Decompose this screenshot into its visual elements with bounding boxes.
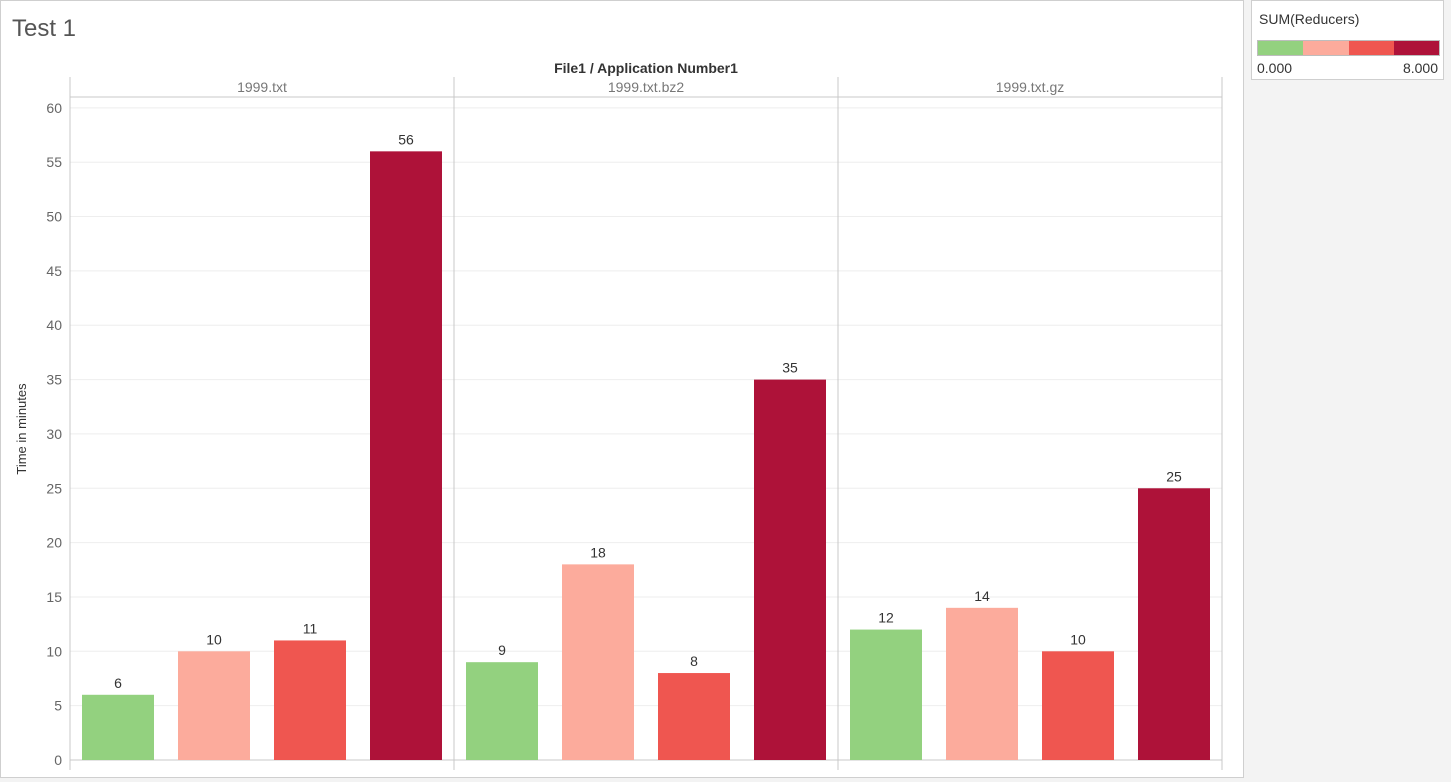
bar[interactable] — [754, 379, 826, 760]
worksheet: Test 1 File1 / Application Number1 Time … — [0, 0, 1244, 778]
gridlines — [70, 107, 1222, 761]
bar[interactable] — [562, 564, 634, 760]
legend-swatch-4 — [1393, 41, 1439, 55]
bar[interactable] — [178, 651, 250, 760]
bar[interactable] — [850, 629, 922, 760]
y-tick-label: 55 — [46, 154, 62, 170]
panel-header-label: 1999.txt.gz — [996, 79, 1065, 95]
bar-value-label: 10 — [206, 631, 222, 647]
sheet-title: Test 1 — [12, 15, 77, 42]
bar-value-label: 11 — [303, 620, 318, 636]
y-tick-label: 0 — [54, 752, 62, 768]
bar-value-label: 10 — [1070, 631, 1086, 647]
bar[interactable] — [1042, 651, 1114, 760]
legend-swatch-2 — [1303, 41, 1349, 55]
bar-value-label: 9 — [498, 642, 506, 658]
y-tick-label: 20 — [46, 535, 62, 551]
bar-value-label: 25 — [1166, 468, 1182, 484]
y-tick-label: 30 — [46, 426, 62, 442]
legend-min-label: 0.000 — [1257, 60, 1293, 76]
bar-value-label: 14 — [974, 588, 990, 604]
bar[interactable] — [370, 151, 442, 761]
bar-value-label: 8 — [690, 653, 698, 669]
chart-title: File1 / Application Number1 — [554, 60, 738, 76]
bar-value-label: 12 — [878, 610, 894, 626]
bar[interactable] — [82, 694, 154, 760]
legend-max-label: 8.000 — [1402, 60, 1438, 76]
bar-chart: File1 / Application Number1 Time in minu… — [14, 60, 1223, 770]
panel-header-label: 1999.txt.bz2 — [608, 79, 684, 95]
y-tick-label: 25 — [46, 480, 62, 496]
bar-labels: 6 10 11 56 9 18 8 35 12 14 10 25 — [114, 131, 1182, 690]
y-tick-label: 15 — [46, 589, 62, 605]
y-axis-title: Time in minutes — [14, 383, 29, 475]
bar[interactable] — [274, 640, 346, 760]
legend-color-ramp[interactable] — [1257, 40, 1440, 56]
legend-swatch-3 — [1348, 41, 1394, 55]
panel-frames — [69, 77, 1223, 770]
bar-value-label: 56 — [398, 131, 414, 147]
bar[interactable] — [658, 673, 730, 760]
bars — [82, 151, 1210, 761]
bar-value-label: 18 — [590, 544, 606, 560]
y-tick-label: 10 — [46, 643, 62, 659]
y-axis-ticks: 0 5 10 15 20 25 30 35 40 45 50 55 60 — [46, 100, 62, 768]
y-tick-label: 5 — [54, 698, 62, 714]
y-tick-label: 50 — [46, 209, 62, 225]
legend-swatch-1 — [1258, 41, 1304, 55]
y-tick-label: 60 — [46, 100, 62, 116]
panel-headers: 1999.txt 1999.txt.bz2 1999.txt.gz — [237, 79, 1064, 95]
legend-title: SUM(Reducers) — [1259, 11, 1360, 27]
panel-header-label: 1999.txt — [237, 79, 287, 95]
y-tick-label: 45 — [46, 263, 62, 279]
color-legend: SUM(Reducers) 0.000 8.000 — [1251, 0, 1444, 80]
y-tick-label: 35 — [46, 372, 62, 388]
y-tick-label: 40 — [46, 317, 62, 333]
bar[interactable] — [1138, 488, 1210, 760]
bar-value-label: 6 — [114, 675, 122, 691]
bar[interactable] — [466, 662, 538, 760]
bar[interactable] — [946, 607, 1018, 760]
bar-value-label: 35 — [782, 360, 798, 376]
